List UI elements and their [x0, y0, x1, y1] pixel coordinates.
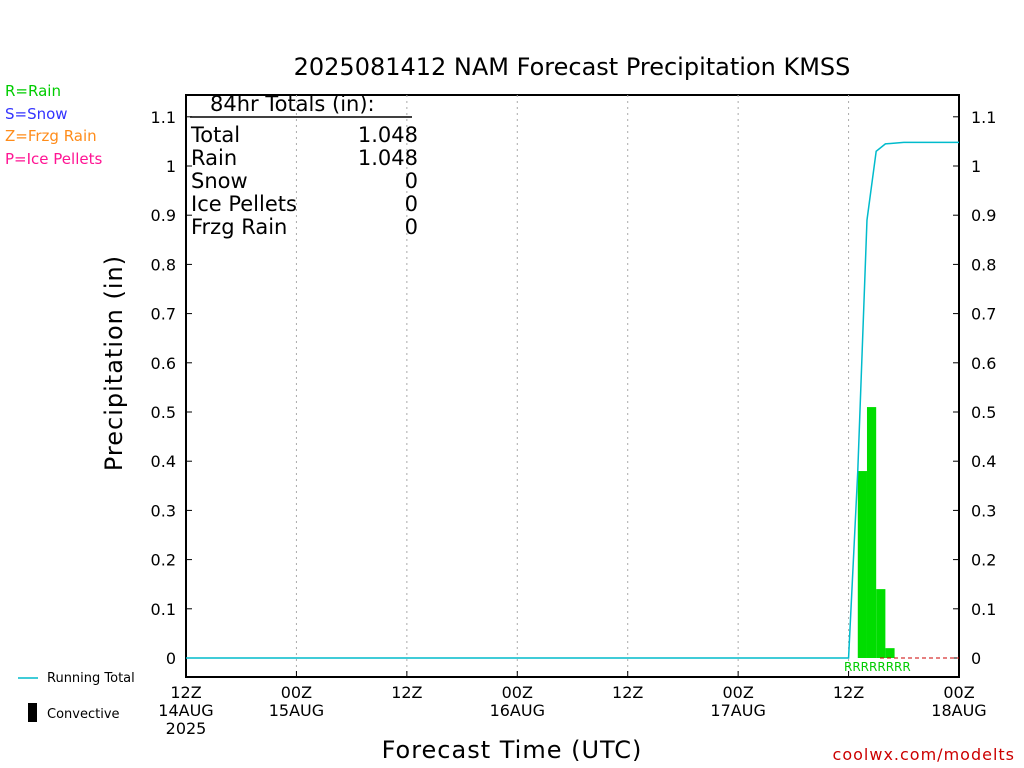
precip-bar — [866, 407, 877, 658]
y-tick-label-left: 0.2 — [151, 551, 176, 570]
grid-layer — [295, 95, 850, 677]
y-tick-label-right: 0.3 — [971, 501, 996, 520]
y-tick-label-left: 0.3 — [151, 501, 176, 520]
running-total-polyline — [186, 141, 959, 659]
y-tick-label-left: 0.8 — [151, 255, 176, 274]
x-tick-label: 18AUG — [931, 701, 986, 720]
y-tick-label-right: 0.7 — [971, 305, 996, 324]
plot-frame — [185, 94, 960, 678]
y-tick-label-left: 0.9 — [151, 206, 176, 225]
y-axis-ticks: 0 00.1 0.10.2 0.20.3 0.30.4 0.40.5 0.50.6 0.60.… — [151, 108, 997, 668]
x-tick-label: 14AUG — [158, 701, 213, 720]
y-tick-label-left: 1.1 — [151, 108, 176, 127]
ptype-string: RRRRRRRR — [844, 660, 911, 674]
y-axis-label: Precipitation (in) — [100, 255, 128, 471]
x-tick-label: 17AUG — [710, 701, 765, 720]
y-tick-label-left: 0.4 — [151, 452, 176, 471]
y-tick-label-left: 0 — [166, 649, 176, 668]
precip-bar — [857, 471, 867, 658]
bottom-legend: Running Total Convective — [18, 671, 135, 722]
y-tick-label-left: 1 — [166, 157, 176, 176]
running-total-legend-label: Running Total — [47, 671, 135, 686]
legend-rain: R=Rain — [5, 82, 61, 100]
totals-label-ice-pellets: Ice Pellets — [191, 192, 297, 216]
y-tick-label-right: 0.6 — [971, 354, 996, 373]
y-tick-label-right: 0.4 — [971, 452, 996, 471]
ptype-legend: R=Rain S=Snow Z=Frzg Rain P=Ice Pellets — [5, 82, 102, 168]
x-tick-label: 00Z — [281, 683, 312, 702]
y-tick-label-right: 0 — [971, 649, 981, 668]
x-tick-label: 15AUG — [269, 701, 324, 720]
totals-value-snow: 0 — [405, 169, 418, 193]
y-tick-label-left: 0.1 — [151, 600, 176, 619]
x-tick-label: 12Z — [391, 683, 422, 702]
y-tick-label-right: 1 — [971, 157, 981, 176]
totals-value-total: 1.048 — [358, 123, 418, 147]
y-tick-label-left: 0.5 — [151, 403, 176, 422]
chart-title: 2025081412 NAM Forecast Precipitation KM… — [294, 53, 851, 81]
totals-label-total: Total — [190, 123, 240, 147]
x-tick-label: 12Z — [170, 683, 201, 702]
totals-label-frzg-rain: Frzg Rain — [191, 215, 287, 239]
legend-snow: S=Snow — [5, 105, 68, 123]
y-tick-label-right: 1.1 — [971, 108, 996, 127]
totals-value-rain: 1.048 — [358, 146, 418, 170]
totals-label-snow: Snow — [191, 169, 248, 193]
x-axis-label: Forecast Time (UTC) — [382, 736, 643, 764]
y-tick-label-right: 0.8 — [971, 255, 996, 274]
totals-label-rain: Rain — [191, 146, 237, 170]
precip-bar — [885, 648, 895, 658]
y-tick-label-right: 0.1 — [971, 600, 996, 619]
running-total-line — [186, 141, 959, 659]
x-tick-label: 00Z — [722, 683, 753, 702]
x-tick-label: 12Z — [612, 683, 643, 702]
x-tick-label: 00Z — [502, 683, 533, 702]
y-tick-label-right: 0.5 — [971, 403, 996, 422]
totals-value-ice-pellets: 0 — [405, 192, 418, 216]
convective-swatch — [28, 703, 37, 722]
x-tick-label: 2025 — [166, 719, 207, 738]
x-tick-label: 12Z — [833, 683, 864, 702]
precip-bars — [857, 407, 895, 658]
y-tick-label-left: 0.7 — [151, 305, 176, 324]
totals-header: 84hr Totals (in): — [210, 92, 375, 116]
legend-ice-pellets: P=Ice Pellets — [5, 150, 102, 168]
precip-bar — [876, 589, 886, 658]
totals-box: 84hr Totals (in): Total 1.048 Rain 1.048… — [190, 92, 418, 239]
y-tick-label-right: 0.9 — [971, 206, 996, 225]
watermark: coolwx.com/modelts — [833, 745, 1015, 764]
y-tick-label-right: 0.2 — [971, 551, 996, 570]
x-tick-label: 00Z — [943, 683, 974, 702]
totals-value-frzg-rain: 0 — [405, 215, 418, 239]
legend-frzg-rain: Z=Frzg Rain — [5, 127, 97, 145]
y-tick-label-left: 0.6 — [151, 354, 176, 373]
convective-legend-label: Convective — [47, 707, 120, 722]
x-tick-label: 16AUG — [490, 701, 545, 720]
